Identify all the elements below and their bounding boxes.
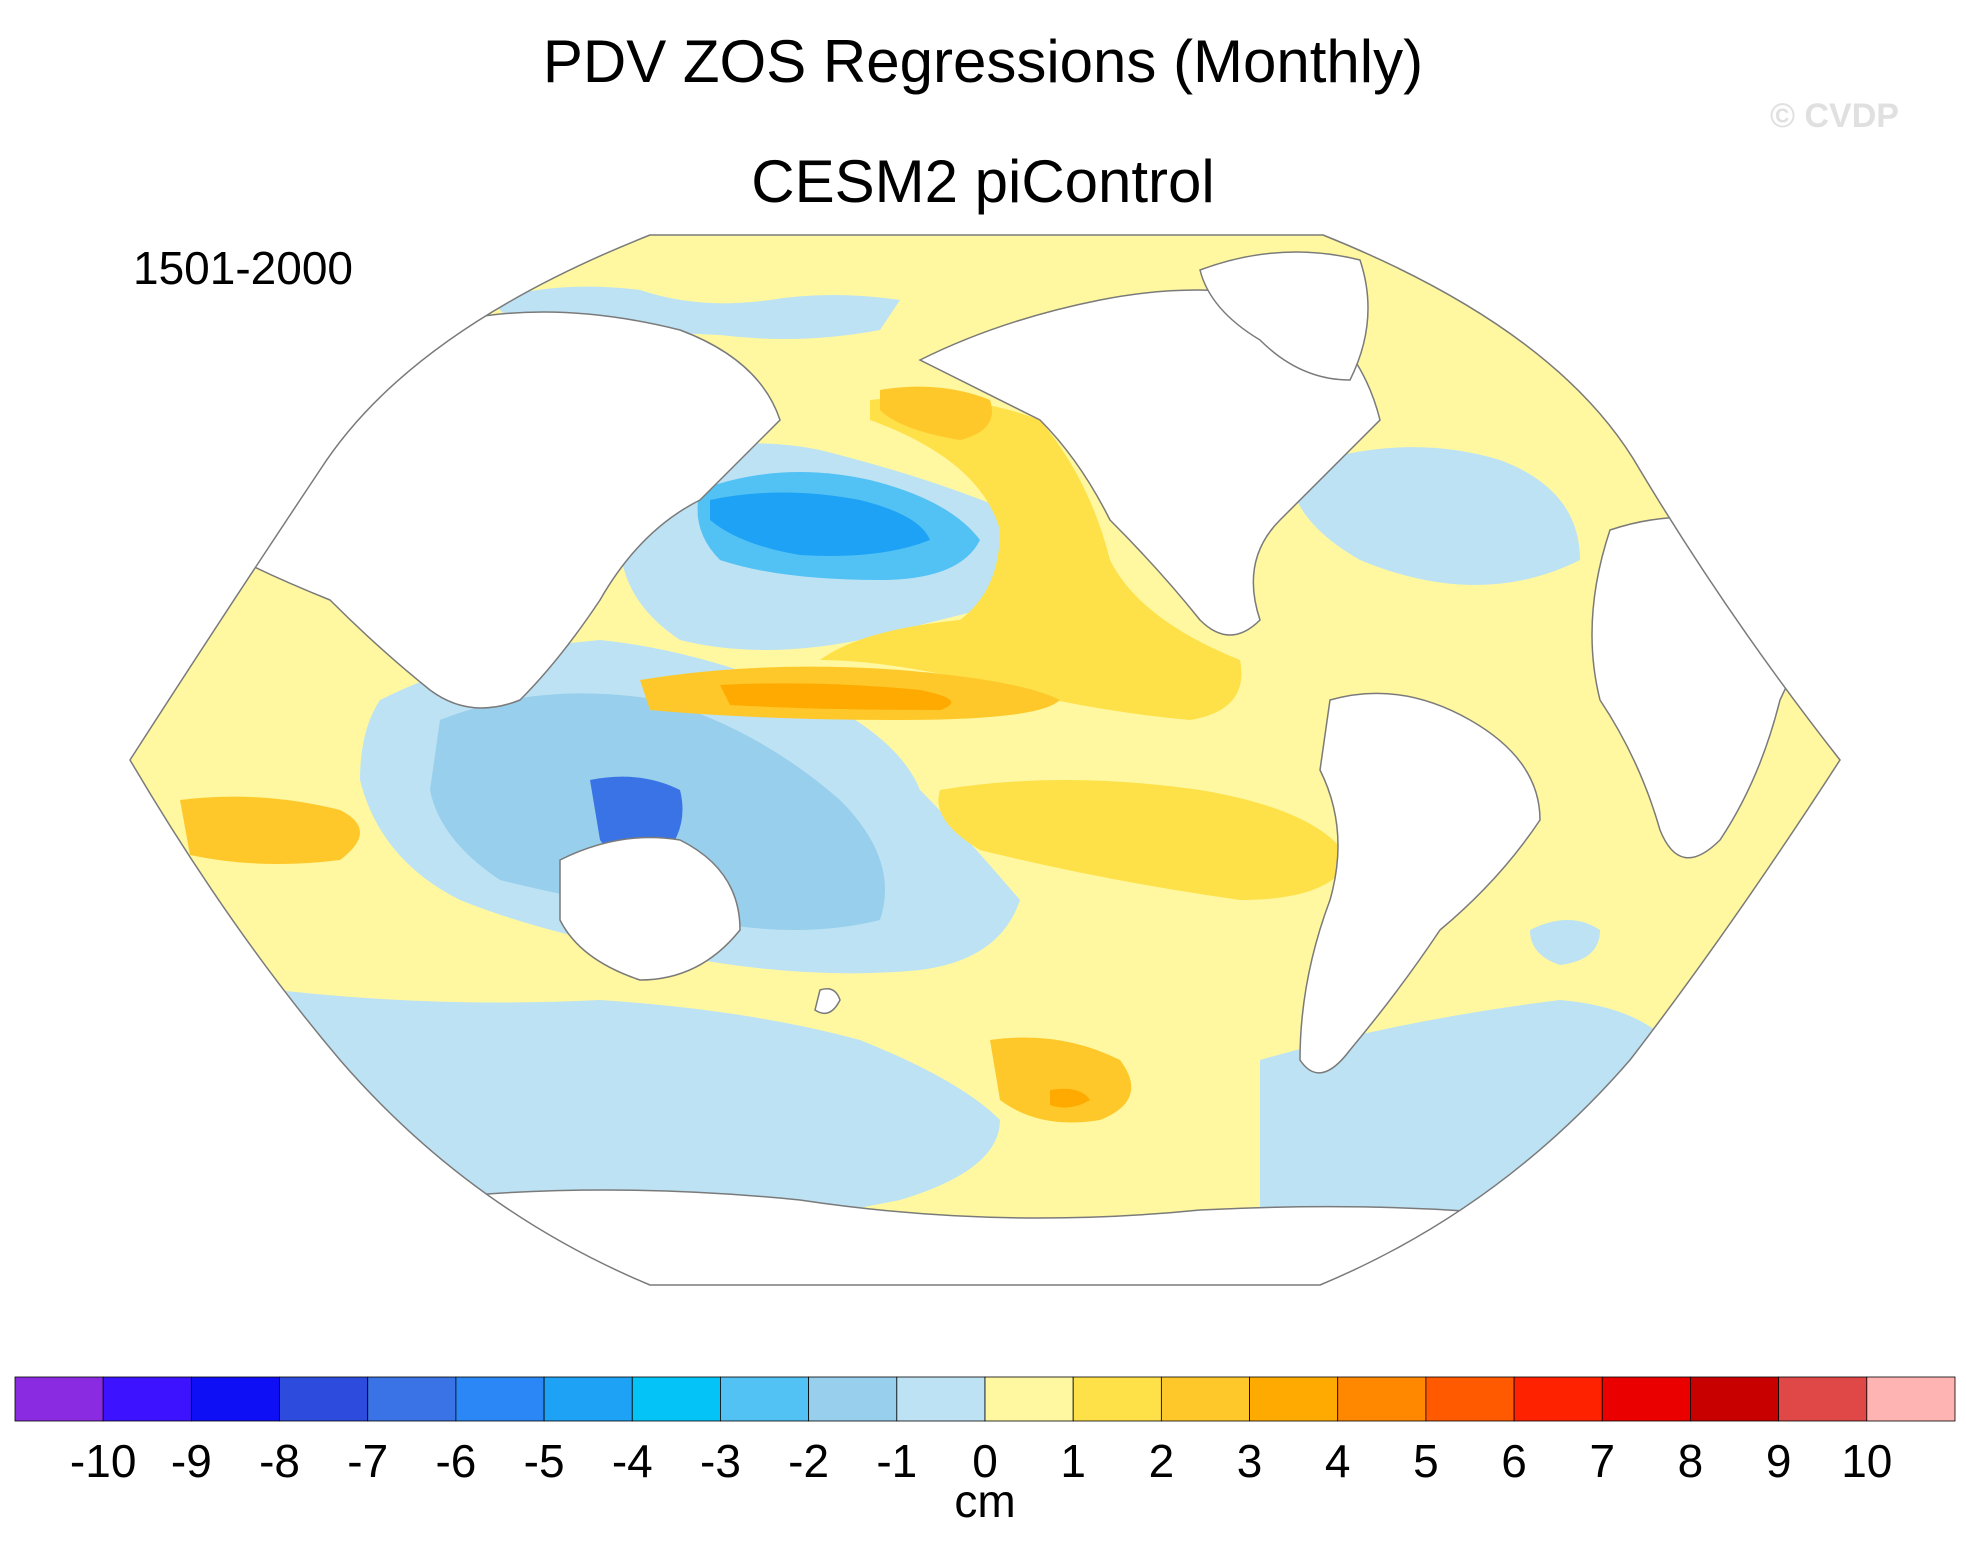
period-label: 1501-2000 <box>133 242 353 294</box>
colorbar-swatch <box>808 1376 898 1422</box>
colorbar-tick-label: 2 <box>1148 1435 1175 1487</box>
colorbar-swatch <box>1513 1376 1603 1422</box>
colorbar-tick-label: -1 <box>876 1435 918 1487</box>
colorbar-swatches <box>14 1376 1956 1422</box>
anomaly-neg-south-atlantic-blob <box>1530 920 1600 965</box>
colorbar-swatch <box>102 1376 192 1422</box>
anomaly-pos-south-pacific <box>990 1037 1132 1123</box>
anomaly-pos-alaska-core <box>880 386 992 440</box>
land-south-america <box>1299 692 1541 1074</box>
colorbar-swatch <box>1425 1376 1515 1422</box>
globe-outline <box>129 234 1841 1286</box>
chart-subtitle: CESM2 piControl <box>751 148 1215 215</box>
anomaly-pos-equatorial-core <box>720 683 952 710</box>
colorbar-tick-label: 0 <box>972 1435 998 1487</box>
colorbar-tick-label: 7 <box>1589 1435 1616 1487</box>
land-greenland <box>1199 251 1369 381</box>
land-new-zealand <box>814 988 841 1015</box>
colorbar <box>14 1376 1956 1422</box>
colorbar-tick-label: 10 <box>1841 1435 1893 1487</box>
colorbar-swatch <box>543 1376 633 1422</box>
anomaly-neg-north-atlantic <box>1290 447 1580 585</box>
colorbar-tick-label: -5 <box>523 1435 565 1487</box>
colorbar-swatch <box>279 1376 369 1422</box>
colorbar-swatch <box>984 1376 1074 1422</box>
colorbar-tick-label: -2 <box>788 1435 830 1487</box>
colorbar-tick-label: 5 <box>1413 1435 1439 1487</box>
colorbar-swatch <box>455 1376 545 1422</box>
colorbar-tick-label: -7 <box>347 1435 389 1487</box>
colorbar-tick-label: -9 <box>170 1435 212 1487</box>
colorbar-tick-label: -10 <box>69 1435 137 1487</box>
colorbar-swatch <box>720 1376 810 1422</box>
land-antarctica <box>419 1189 1561 1285</box>
colorbar-swatch <box>367 1376 457 1422</box>
colorbar-swatch <box>1866 1376 1956 1422</box>
watermark: © CVDP <box>1770 97 1899 135</box>
land-north-america <box>918 289 1381 636</box>
colorbar-swatch <box>190 1376 280 1422</box>
anomaly-pos-south-pacific-core <box>1050 1088 1090 1108</box>
colorbar-tick-label: -6 <box>435 1435 477 1487</box>
colorbar-swatch <box>1160 1376 1250 1422</box>
land-australia <box>559 836 741 981</box>
colorbar-tick-label: 3 <box>1236 1435 1263 1487</box>
colorbar-tick-label: -3 <box>700 1435 741 1487</box>
colorbar-tick-label: 9 <box>1765 1435 1792 1487</box>
anomaly-pos-alaska <box>820 397 1242 720</box>
colorbar-tick-label: 6 <box>1501 1435 1527 1487</box>
colorbar-swatch <box>896 1376 986 1422</box>
colorbar-swatch <box>1249 1376 1339 1422</box>
land-eurasia <box>236 311 781 709</box>
anomaly-pos-east-pacific <box>938 780 1350 900</box>
colorbar-unit-label: cm <box>954 1475 1016 1527</box>
colorbar-swatch <box>1337 1376 1427 1422</box>
colorbar-swatch <box>1778 1376 1868 1422</box>
colorbar-tick-label: 1 <box>1060 1435 1086 1487</box>
world-map <box>129 234 1841 1286</box>
chart-title: PDV ZOS Regressions (Monthly) <box>542 28 1424 95</box>
colorbar-swatch <box>14 1376 104 1422</box>
colorbar-tick-label: -8 <box>259 1435 300 1487</box>
colorbar-swatch <box>1072 1376 1162 1422</box>
anomaly-neg-kuroshio-core <box>710 492 930 556</box>
colorbar-tick-label: 4 <box>1324 1435 1351 1487</box>
anomaly-pos-indian-ocean <box>180 796 360 864</box>
colorbar-tick-label: -4 <box>611 1435 653 1487</box>
colorbar-swatch <box>631 1376 721 1422</box>
colorbar-swatch <box>1601 1376 1691 1422</box>
colorbar-tick-label: 8 <box>1677 1435 1704 1487</box>
colorbar-swatch <box>1690 1376 1780 1422</box>
